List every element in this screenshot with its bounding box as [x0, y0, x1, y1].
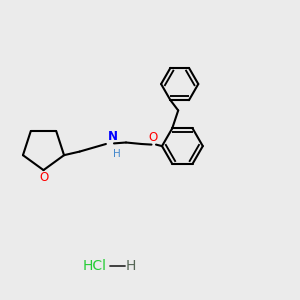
Text: H: H: [112, 149, 120, 159]
Text: H: H: [126, 259, 136, 272]
Text: N: N: [108, 130, 118, 143]
Text: O: O: [148, 131, 158, 144]
Text: HCl: HCl: [82, 259, 106, 272]
Text: O: O: [39, 171, 48, 184]
